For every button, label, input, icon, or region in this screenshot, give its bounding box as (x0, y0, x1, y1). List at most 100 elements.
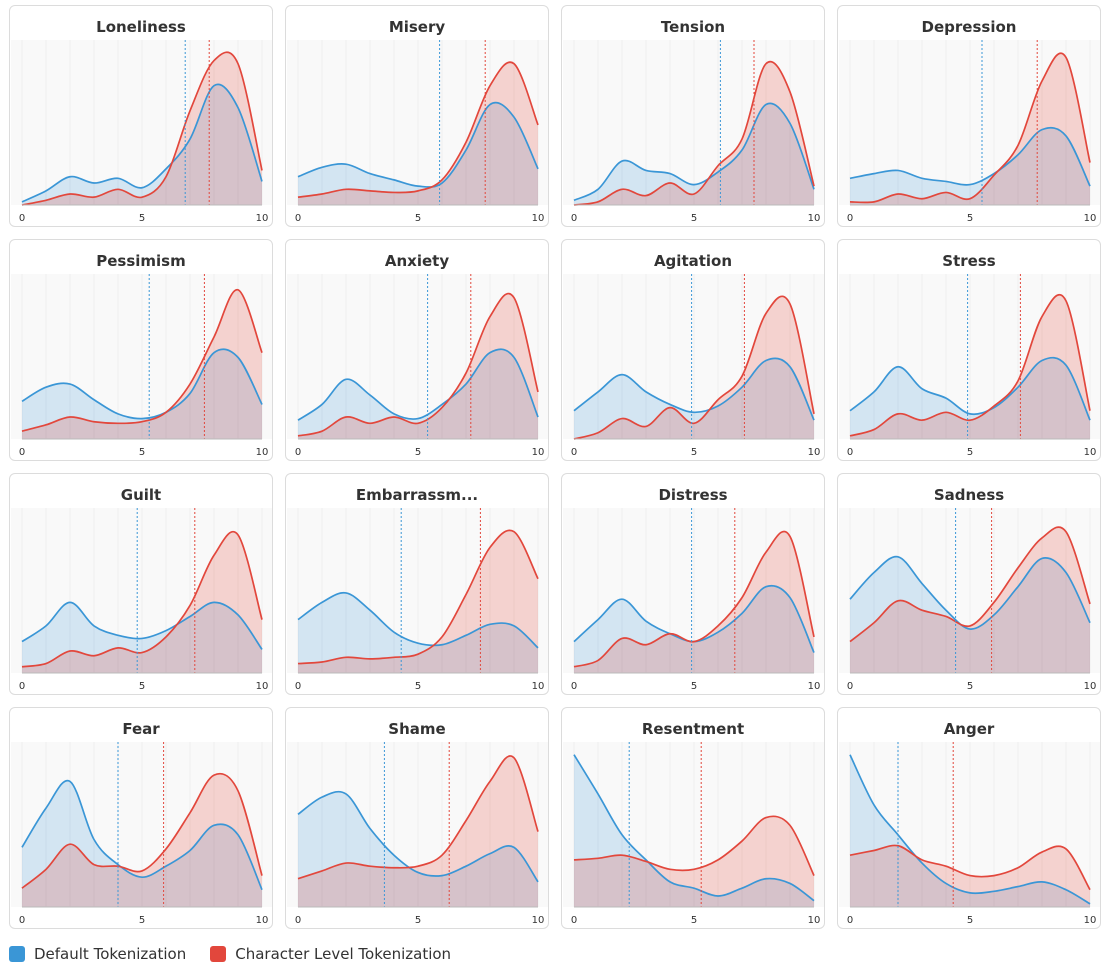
line-default-tokenization (297, 790, 539, 883)
line-character-level-tokenization (21, 51, 263, 206)
panel-depression: Depression 0 5 10 (837, 5, 1101, 227)
line-default-tokenization (849, 754, 1091, 905)
panel-title: Stress (942, 252, 996, 270)
panel-fear: Fear 0 5 10 (9, 707, 273, 929)
area-default-tokenization (22, 84, 262, 205)
legend-item-character: Character Level Tokenization (210, 945, 451, 963)
line-character-level-tokenization (297, 755, 539, 880)
x-tick-label: 0 (295, 213, 301, 224)
density-plot: 0 5 10 (287, 274, 548, 458)
area-character-level-tokenization (22, 773, 262, 907)
line-character-level-tokenization (849, 526, 1091, 643)
x-tick-label: 0 (571, 681, 577, 692)
x-tick-label: 10 (1084, 213, 1097, 224)
panel-anxiety: Anxiety 0 5 10 (285, 239, 549, 461)
panel-misery: Misery 0 5 10 (285, 5, 549, 227)
density-plot: 0 5 10 (11, 508, 272, 692)
area-default-tokenization (850, 556, 1090, 673)
line-default-tokenization (849, 356, 1091, 421)
x-tick-label: 0 (571, 915, 577, 926)
panel-title: Misery (388, 18, 446, 36)
line-character-level-tokenization (849, 293, 1091, 437)
line-default-tokenization (21, 348, 263, 420)
x-tick-label: 10 (1084, 915, 1097, 926)
line-default-tokenization (21, 601, 263, 650)
line-default-tokenization (297, 101, 539, 188)
panel-anger: Anger 0 5 10 (837, 707, 1101, 929)
density-plot: 0 5 10 (563, 274, 824, 458)
x-tick-label: 5 (139, 915, 145, 926)
panel-tension: Tension 0 5 10 (561, 5, 825, 227)
x-tick-label: 0 (19, 681, 25, 692)
line-character-level-tokenization (297, 292, 539, 437)
density-plot: 0 5 10 (11, 742, 272, 926)
line-default-tokenization (573, 754, 815, 902)
x-tick-label: 0 (571, 213, 577, 224)
x-tick-label: 5 (691, 915, 697, 926)
panel-sadness: Sadness 0 5 10 (837, 473, 1101, 695)
density-plot: 0 5 10 (11, 274, 272, 458)
x-tick-label: 0 (295, 681, 301, 692)
x-tick-label: 5 (967, 447, 973, 458)
x-tick-label: 10 (256, 447, 269, 458)
density-plot: 0 5 10 (11, 40, 272, 224)
x-tick-label: 10 (532, 213, 545, 224)
x-tick-label: 5 (139, 681, 145, 692)
panel-loneliness: Loneliness 0 5 10 (9, 5, 273, 227)
line-character-level-tokenization (21, 531, 263, 668)
area-default-tokenization (574, 754, 814, 907)
area-character-level-tokenization (22, 289, 262, 439)
line-character-level-tokenization (297, 529, 539, 665)
panel-title: Loneliness (96, 18, 186, 36)
x-tick-label: 0 (847, 447, 853, 458)
legend-label-character: Character Level Tokenization (235, 945, 452, 963)
area-character-level-tokenization (298, 530, 538, 673)
line-character-level-tokenization (21, 289, 263, 432)
panel-guilt: Guilt 0 5 10 (9, 473, 273, 695)
x-tick-label: 0 (847, 213, 853, 224)
density-plot: 0 5 10 (287, 40, 548, 224)
density-plot: 0 5 10 (563, 508, 824, 692)
x-tick-label: 0 (295, 447, 301, 458)
panel-title: Guilt (120, 486, 162, 504)
panel-title: Shame (388, 720, 446, 738)
line-default-tokenization (849, 126, 1091, 187)
area-character-level-tokenization (298, 755, 538, 907)
area-default-tokenization (298, 791, 538, 907)
x-tick-label: 5 (415, 915, 421, 926)
x-tick-label: 10 (808, 681, 821, 692)
panel-shame: Shame 0 5 10 (285, 707, 549, 929)
area-character-level-tokenization (850, 294, 1090, 439)
area-character-level-tokenization (298, 62, 538, 206)
line-character-level-tokenization (21, 772, 263, 889)
panel-title: Distress (658, 486, 728, 504)
legend-swatch-default (9, 946, 25, 962)
panel-resentment: Resentment 0 5 10 (561, 707, 825, 929)
x-tick-label: 10 (256, 213, 269, 224)
x-tick-label: 5 (691, 213, 697, 224)
area-default-tokenization (574, 358, 814, 439)
x-tick-label: 10 (532, 915, 545, 926)
x-tick-label: 5 (139, 447, 145, 458)
line-default-tokenization (573, 102, 815, 202)
x-tick-label: 10 (256, 681, 269, 692)
chart-grid: Loneliness 0 5 10 Misery 0 5 10 Tension 0 5 10 Depre… (9, 5, 1102, 933)
x-tick-label: 0 (295, 915, 301, 926)
area-default-tokenization (574, 585, 814, 673)
x-tick-label: 10 (1084, 681, 1097, 692)
legend-label-default: Default Tokenization (34, 945, 187, 963)
panel-title: Tension (660, 18, 726, 36)
x-tick-label: 5 (691, 681, 697, 692)
density-plot: 0 5 10 (287, 508, 548, 692)
density-plot: 0 5 10 (839, 40, 1100, 224)
line-default-tokenization (21, 779, 263, 891)
line-character-level-tokenization (573, 60, 815, 206)
area-character-level-tokenization (574, 531, 814, 673)
panel-title: Resentment (641, 720, 745, 738)
line-character-level-tokenization (573, 815, 815, 876)
area-default-tokenization (298, 102, 538, 205)
legend-item-default: Default Tokenization (9, 945, 186, 963)
panel-title: Agitation (653, 252, 733, 270)
x-tick-label: 10 (532, 447, 545, 458)
x-tick-label: 5 (415, 447, 421, 458)
